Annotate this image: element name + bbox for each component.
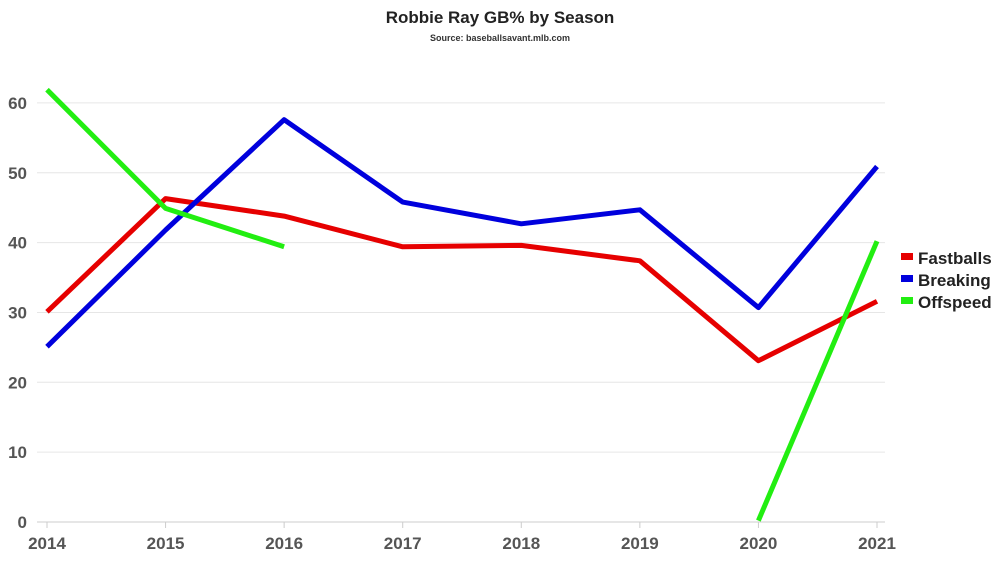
x-tick-label: 2014 bbox=[28, 534, 66, 553]
chart-subtitle: Source: baseballsavant.mlb.com bbox=[429, 33, 571, 43]
x-tick-label: 2016 bbox=[265, 534, 303, 553]
y-axis-ticks: 0 10 20 30 40 50 60 bbox=[8, 94, 27, 532]
series-lines bbox=[45, 87, 880, 522]
y-tick-label: 0 bbox=[18, 513, 27, 532]
y-tick-label: 50 bbox=[8, 164, 27, 183]
series-line-fastballs bbox=[45, 196, 879, 364]
series-line-offspeed bbox=[45, 87, 285, 250]
legend-label-offspeed: Offspeed bbox=[918, 293, 992, 312]
y-tick-label: 40 bbox=[8, 234, 27, 253]
legend-swatch-fastballs bbox=[901, 253, 913, 260]
y-tick-label: 10 bbox=[8, 443, 27, 462]
gridlines bbox=[37, 102, 885, 523]
x-tick-label: 2019 bbox=[621, 534, 659, 553]
legend-label-breaking: Breaking bbox=[918, 271, 991, 290]
x-tick-label: 2017 bbox=[384, 534, 422, 553]
series-line-breaking bbox=[45, 117, 879, 349]
legend-label-fastballs: Fastballs bbox=[918, 249, 992, 268]
y-tick-label: 60 bbox=[8, 94, 27, 113]
x-tick-label: 2021 bbox=[858, 534, 896, 553]
x-tick-label: 2018 bbox=[502, 534, 540, 553]
series-line-offspeed bbox=[756, 240, 880, 522]
y-tick-label: 20 bbox=[8, 373, 27, 392]
legend: Fastballs Breaking Offspeed bbox=[901, 249, 992, 312]
x-axis-ticks: 2014 2015 2016 2017 2018 2019 2020 2021 bbox=[28, 522, 896, 553]
x-tick-label: 2015 bbox=[147, 534, 185, 553]
x-tick-label: 2020 bbox=[740, 534, 778, 553]
legend-swatch-offspeed bbox=[901, 297, 913, 304]
legend-swatch-breaking bbox=[901, 275, 913, 282]
y-tick-label: 30 bbox=[8, 303, 27, 322]
chart-title: Robbie Ray GB% by Season bbox=[385, 8, 615, 27]
